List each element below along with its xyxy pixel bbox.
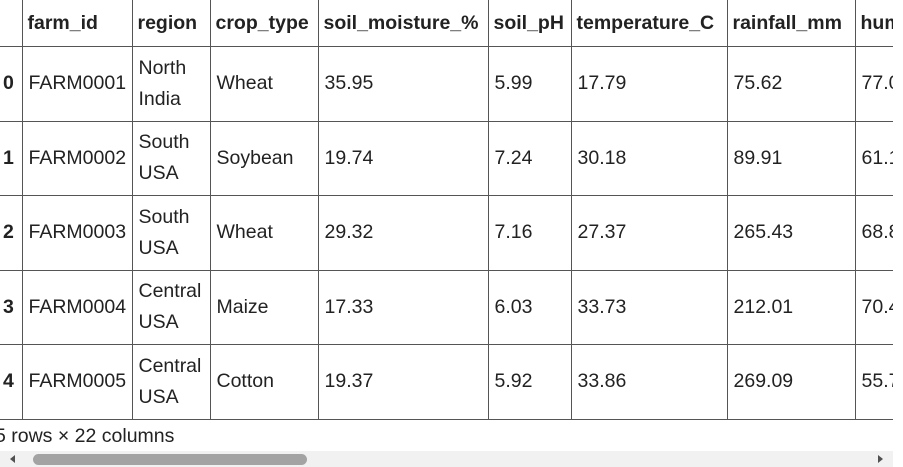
table-cell: 19.37: [317, 344, 489, 420]
column-header: farm_id: [21, 0, 133, 47]
table-cell: 27.37: [570, 195, 728, 271]
table-cell: FARM0005: [21, 344, 133, 420]
table-cell: FARM0001: [21, 46, 133, 122]
table-cell: 29.32: [317, 195, 489, 271]
table-cell: 17.79: [570, 46, 728, 122]
table-row: 1 FARM0002 South USA Soybean 19.74 7.24 30.18 8…: [0, 120, 893, 196]
table-cell: 6.03: [487, 269, 572, 345]
scroll-arrows: [10, 455, 883, 463]
table-row: 3 FARM0004 Central USA Maize 17.33 6.03 33.73 2…: [0, 269, 893, 345]
table-cell: 212.01: [726, 269, 856, 345]
table-cell: 55.7: [854, 344, 893, 420]
table-cell: South USA: [131, 195, 211, 271]
table: farm_id region crop_type soil_moisture_% soi…: [0, 0, 893, 420]
table-cell: 89.91: [726, 120, 856, 196]
column-header: soil_moisture_%: [317, 0, 489, 47]
table-cell: 5.99: [487, 46, 572, 122]
shape-note: 5 rows × 22 columns: [0, 425, 175, 447]
column-header: temperature_C: [570, 0, 728, 47]
column-header: soil_pH: [487, 0, 572, 47]
row-index: 3: [0, 269, 23, 345]
table-cell: 19.74: [317, 120, 489, 196]
table-cell: 68.8: [854, 195, 893, 271]
table-cell: 61.1: [854, 120, 893, 196]
table-cell: Cotton: [209, 344, 319, 420]
scroll-right-arrow[interactable]: [878, 455, 883, 463]
table-cell: 7.16: [487, 195, 572, 271]
table-cell: FARM0002: [21, 120, 133, 196]
table-cell: North India: [131, 46, 211, 122]
table-cell: Soybean: [209, 120, 319, 196]
table-cell: 17.33: [317, 269, 489, 345]
column-header: rainfall_mm: [726, 0, 856, 47]
table-cell: 33.86: [570, 344, 728, 420]
table-cell: 5.92: [487, 344, 572, 420]
table-cell: 7.24: [487, 120, 572, 196]
dataframe: farm_id region crop_type soil_moisture_% soi…: [0, 0, 893, 420]
table-cell: Central USA: [131, 344, 211, 420]
table-cell: Wheat: [209, 195, 319, 271]
table-cell: South USA: [131, 120, 211, 196]
table-row: 4 FARM0005 Central USA Cotton 19.37 5.92 33.86…: [0, 344, 893, 420]
table-cell: Wheat: [209, 46, 319, 122]
table-cell: FARM0004: [21, 269, 133, 345]
table-cell: Maize: [209, 269, 319, 345]
table-cell: 70.4: [854, 269, 893, 345]
table-cell: Central USA: [131, 269, 211, 345]
column-header: hum: [854, 0, 893, 47]
row-index: 4: [0, 344, 23, 420]
index-header: [0, 0, 23, 47]
row-index: 2: [0, 195, 23, 271]
scroll-thumb[interactable]: [33, 454, 307, 465]
table-cell: 75.62: [726, 46, 856, 122]
column-header: region: [131, 0, 211, 47]
row-index: 1: [0, 120, 23, 196]
table-row: 0 FARM0001 North India Wheat 35.95 5.99 17.79 7…: [0, 46, 893, 122]
table-cell: 35.95: [317, 46, 489, 122]
horizontal-scrollbar[interactable]: [0, 451, 893, 467]
table-cell: 33.73: [570, 269, 728, 345]
column-header: crop_type: [209, 0, 319, 47]
table-body: 0 FARM0001 North India Wheat 35.95 5.99 17.79 7…: [0, 46, 893, 420]
table-cell: 269.09: [726, 344, 856, 420]
table-cell: 30.18: [570, 120, 728, 196]
row-index: 0: [0, 46, 23, 122]
table-cell: FARM0003: [21, 195, 133, 271]
table-row: 2 FARM0003 South USA Wheat 29.32 7.16 27.37 265…: [0, 195, 893, 271]
scroll-left-arrow[interactable]: [10, 455, 15, 463]
table-cell: 77.0: [854, 46, 893, 122]
header-row: farm_id region crop_type soil_moisture_% soi…: [0, 0, 893, 47]
table-cell: 265.43: [726, 195, 856, 271]
